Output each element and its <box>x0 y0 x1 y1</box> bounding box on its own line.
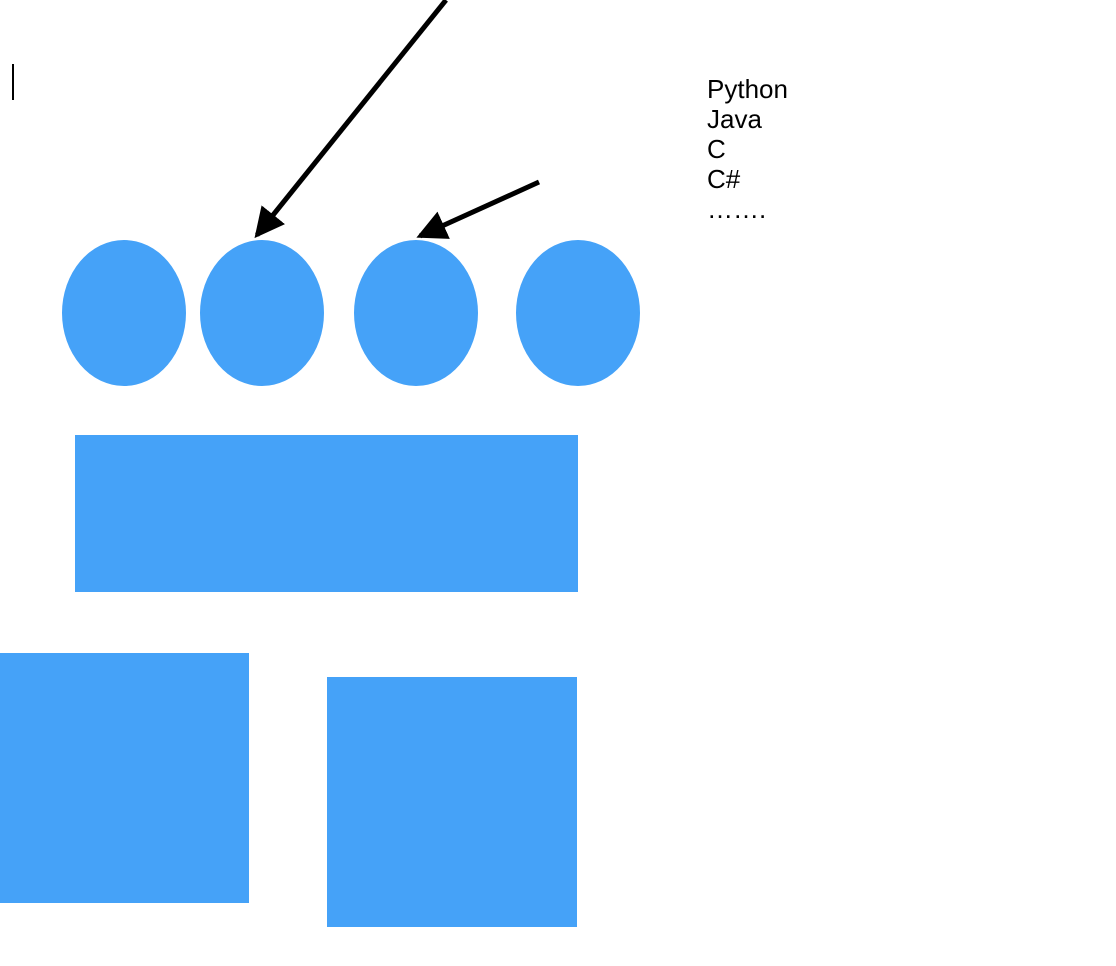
text-cursor <box>12 64 14 100</box>
language-list: Python Java C C# ……. <box>707 74 788 224</box>
circle-node-2 <box>200 240 324 386</box>
circle-node-1 <box>62 240 186 386</box>
language-item-csharp: C# <box>707 164 741 194</box>
square-block-left <box>0 653 249 903</box>
language-item-python: Python <box>707 74 788 104</box>
arrow-short <box>416 179 541 239</box>
wide-block <box>75 435 578 592</box>
language-item-c: C <box>707 134 726 164</box>
language-item-ellipsis: ……. <box>707 194 767 224</box>
square-block-right <box>327 677 577 927</box>
circle-node-3 <box>354 240 478 386</box>
circle-node-4 <box>516 240 640 386</box>
arrow-long <box>254 0 448 239</box>
language-item-java: Java <box>707 104 762 134</box>
